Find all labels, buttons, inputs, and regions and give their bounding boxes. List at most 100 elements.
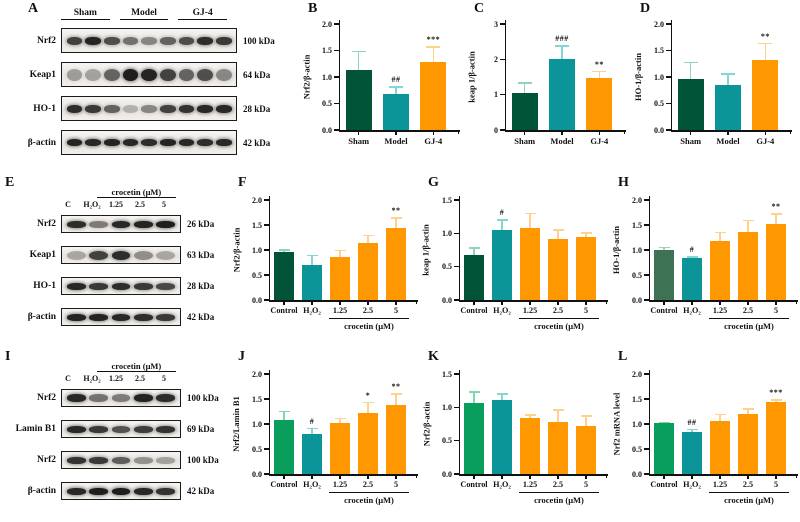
blot-band <box>156 487 176 495</box>
y-tick-label: 1.5 <box>252 394 262 404</box>
blot-band <box>66 220 86 228</box>
blot-lane <box>110 452 132 468</box>
blot-band <box>159 104 176 113</box>
blot-lane <box>158 97 177 120</box>
x-tick <box>367 475 369 479</box>
x-category-label: Sham <box>348 136 370 146</box>
error-bar-upper <box>395 393 397 405</box>
x-category-label: 2.5 <box>552 306 564 315</box>
protein-label: β-actin <box>27 486 56 496</box>
blot-lane <box>65 278 87 294</box>
y-axis <box>648 370 650 476</box>
blot-lane <box>196 131 215 154</box>
blot-band <box>122 36 139 45</box>
x-tick <box>719 475 721 479</box>
x-tick <box>585 301 587 305</box>
blot-lane <box>132 309 154 325</box>
bar-5 <box>766 401 786 474</box>
blot-band <box>66 250 86 260</box>
group-label-Model: Model <box>119 8 169 20</box>
plot-J: 0.0 0.5 1.0 1.5 2.0 Nrf2/Lamin B1 Control # H₂O₂… <box>231 370 418 505</box>
blot-box <box>61 62 237 87</box>
blot-band <box>66 487 86 495</box>
blot-lane <box>140 29 159 52</box>
lane-labels: C H₂O₂ 1.25 2.5 5 <box>56 200 176 209</box>
error-bar-upper <box>747 408 749 414</box>
plot-K: 0.0 0.5 1.0 1.5 Nrf2/β-actin Control H₂O₂ 1.25 2… <box>421 370 608 505</box>
error-bar-cap <box>686 428 698 431</box>
x-category-label: 5 <box>773 480 779 489</box>
x-category-label: Control <box>460 306 488 315</box>
blot-band <box>85 36 101 45</box>
x-tick <box>663 475 665 479</box>
bar-GJ-4 <box>586 77 613 130</box>
y-axis <box>648 196 650 302</box>
x-category-label: Control <box>650 306 678 315</box>
error-bar-cap <box>554 45 570 47</box>
x-category-label: 5 <box>583 306 589 315</box>
protein-label: Lamin B1 <box>15 424 56 434</box>
bar-Control <box>464 403 484 474</box>
blot-lane <box>155 483 177 499</box>
y-tick <box>666 23 671 25</box>
group-header: Sham Model GJ-4 <box>56 8 232 20</box>
x-axis <box>458 474 608 476</box>
x-axis <box>338 130 460 132</box>
error-bar-upper <box>367 401 369 413</box>
error-bar-cap <box>683 61 698 64</box>
blot-band <box>66 104 83 113</box>
y-tick-label: 1.5 <box>442 369 452 379</box>
y-tick-label: 1.5 <box>252 220 262 230</box>
blot-band <box>103 139 120 146</box>
error-bar-cap <box>758 42 773 45</box>
bar-2.5 <box>358 412 378 474</box>
blot-lane <box>87 278 109 294</box>
error-bar-cap <box>496 393 508 395</box>
blot-lane <box>196 63 215 86</box>
bar-5 <box>766 224 786 300</box>
blot-lane <box>140 97 159 120</box>
bar-2.5 <box>738 231 758 300</box>
blot-lane <box>214 97 233 120</box>
error-bar-upper <box>719 413 721 421</box>
bar-1.25 <box>710 420 730 474</box>
lane-label-H₂O₂: H₂O₂ <box>83 200 101 209</box>
x-tick <box>663 301 665 305</box>
blot-lane <box>140 131 159 154</box>
blot-lane <box>65 452 87 468</box>
error-bar-upper <box>523 82 526 93</box>
blot-lane <box>102 97 121 120</box>
crocetin-group-label: crocetin (μM) <box>344 494 394 505</box>
treatment-label: crocetin (μM) <box>96 361 176 372</box>
y-axis-label: Nrf2/β-actin <box>230 200 242 300</box>
y-tick <box>334 23 339 25</box>
y-tick-label: 1.5 <box>442 195 452 205</box>
x-category-label: 1.25 <box>332 306 348 315</box>
blot-lane <box>121 29 140 52</box>
y-tick-label: 2.0 <box>654 19 664 29</box>
x-tick <box>339 475 341 479</box>
y-tick <box>264 299 269 301</box>
y-axis-label-text: Nrf2/β-actin <box>231 227 242 273</box>
y-axis-label-text: HO-1/β-actin <box>633 53 644 101</box>
x-axis-end-tick <box>606 474 608 478</box>
protein-label: Keap1 <box>29 69 56 80</box>
blot-band <box>66 139 83 146</box>
y-axis <box>458 370 460 476</box>
blot-band <box>66 68 83 81</box>
blot-lane <box>121 97 140 120</box>
y-tick-label: 1.5 <box>322 46 332 55</box>
protein-label: Nrf2 <box>37 455 56 465</box>
error-bar-cap <box>468 391 480 393</box>
crocetin-group-label: crocetin (μM) <box>724 494 774 505</box>
y-axis-label: HO-1/β-actin <box>610 200 622 300</box>
x-category-label: 2.5 <box>742 306 754 315</box>
blot-row-Keap1: Keap1 64 kDa <box>4 62 300 87</box>
y-tick-label: 1.5 <box>654 46 664 55</box>
panel-letter-J: J <box>238 349 245 364</box>
blot-lane <box>65 63 84 86</box>
blot-band <box>134 487 153 495</box>
x-category-label: H₂O₂ <box>683 306 701 315</box>
blot-lane <box>177 29 196 52</box>
